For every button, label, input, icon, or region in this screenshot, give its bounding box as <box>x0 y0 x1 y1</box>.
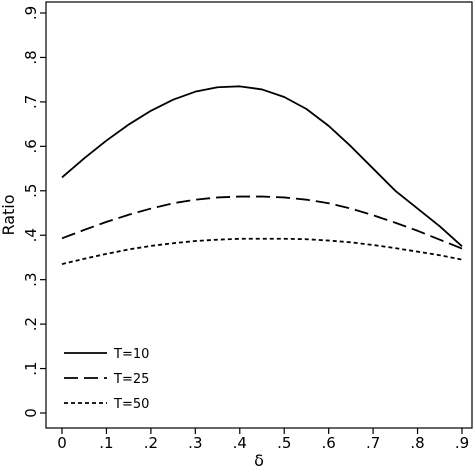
x-tick-label: 0 <box>57 434 67 452</box>
x-tick-label: .1 <box>99 434 113 452</box>
y-axis-title: Ratio <box>0 194 18 235</box>
series-line-t-25 <box>61 195 463 250</box>
x-tick-label: .2 <box>144 434 158 452</box>
legend-label: T=25 <box>113 372 149 387</box>
series-lines <box>61 85 463 265</box>
y-tick-label: .7 <box>22 95 40 109</box>
y-axis: 0 .1 .2 .3 .4 .5 .6 .7 .8 .9 <box>22 6 46 418</box>
series-line-t-10 <box>61 85 463 247</box>
series-line-t-50 <box>61 237 463 265</box>
y-tick-label: .2 <box>22 317 40 331</box>
y-tick-label: .8 <box>22 50 40 64</box>
y-tick-label: .9 <box>22 6 40 20</box>
y-tick-label: .5 <box>22 184 40 198</box>
x-tick-label: .3 <box>188 434 202 452</box>
legend-label: T=50 <box>113 397 149 412</box>
x-axis-title: δ <box>254 451 264 469</box>
y-tick-label: .4 <box>22 228 40 242</box>
x-axis: 0 .1 .2 .3 .4 .5 .6 .7 .8 .9 <box>57 428 469 452</box>
x-tick-label: .7 <box>366 434 380 452</box>
y-tick-label: .6 <box>22 139 40 153</box>
x-tick-label: .8 <box>410 434 424 452</box>
y-tick-label: .1 <box>22 361 40 375</box>
x-tick-label: .9 <box>455 434 469 452</box>
x-tick-label: .6 <box>322 434 336 452</box>
x-tick-label: .5 <box>277 434 291 452</box>
y-tick-label: 0 <box>22 408 40 418</box>
plot-frame <box>45 1 473 429</box>
y-tick-label: .3 <box>22 273 40 287</box>
legend-label: T=10 <box>113 347 149 362</box>
legend: T=10 T=25 T=50 <box>64 347 149 412</box>
x-tick-label: .4 <box>233 434 247 452</box>
